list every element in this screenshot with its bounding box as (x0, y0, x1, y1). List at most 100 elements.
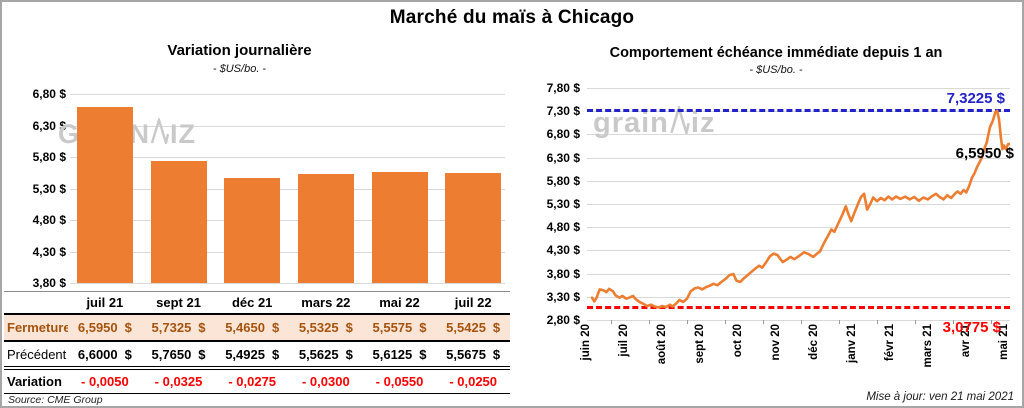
bar-chart-y-axis: 6,80 $ 6,30 $ 5,80 $ 5,30 $ 4,80 $ 4,30 $ 3,80… (10, 86, 66, 296)
x-tick-mark (611, 320, 612, 324)
bar-chart-subtitle: - $US/bo. - (212, 63, 267, 75)
line-chart-subtitle: - $US/bo. - (749, 64, 803, 76)
x-tick-mark (763, 320, 764, 324)
cell-value: 5,4925 $ (215, 341, 290, 370)
cell-value: - 0,0325 (141, 368, 216, 394)
futures-table-grid: juil 21 sept 21 déc 21 mars 22 mai 22 juil 22… (4, 291, 510, 394)
y-tick-label: 3,30 $ (546, 289, 580, 304)
price-line (590, 109, 1010, 309)
gridline (587, 157, 1010, 159)
y-tick-label: 3,80 $ (32, 276, 66, 290)
source-note: Source: CME Group (8, 394, 103, 406)
cell-number: 5,4650 (225, 320, 265, 335)
gridline (587, 88, 1010, 89)
cell-number: 6,6000 (77, 346, 118, 362)
table-row-variation: Variation - 0,0050 - 0,0325 - 0,0275 - 0,030… (4, 368, 510, 394)
y-tick-label: 5,80 $ (546, 173, 580, 188)
gridline (70, 125, 505, 127)
x-tick-mark (687, 320, 688, 324)
x-tick-mark (877, 320, 878, 324)
bar-juil 21 (76, 106, 133, 283)
last-value-label: 6,5950 $ (955, 145, 1014, 162)
cell-unit: $ (419, 320, 427, 335)
cell-value: - 0,0050 (68, 368, 142, 394)
gridline (587, 227, 1010, 229)
x-tick-mark (915, 320, 916, 324)
y-tick-label: 3,80 $ (546, 266, 580, 281)
min-dashed-line (587, 305, 1010, 309)
gridline (587, 273, 1010, 275)
bar-mai 22 (371, 172, 428, 283)
updated-note: Mise à jour: ven 21 mai 2021 (866, 391, 1014, 403)
table-row-fermeture: Fermeture 6,5950 $5,7325 $5,4650 $5,5325 $5,5… (4, 314, 510, 342)
cell-value: - 0,0300 (289, 368, 363, 394)
x-tick-label: mars 21 (922, 324, 934, 368)
gridline (587, 180, 1010, 182)
cell-number: - 0,0250 (449, 374, 498, 389)
y-tick-label: 4,30 $ (32, 244, 66, 259)
column-header: mars 22 (289, 291, 363, 315)
table-row-precedent: Précédent 6,6000 $5,7650 $5,4925 $5,5625 $5,6… (4, 341, 510, 370)
y-tick-label: 5,30 $ (32, 181, 66, 196)
cell-value: 5,5425 $ (436, 314, 510, 342)
cell-value: 5,6125 $ (362, 341, 437, 370)
cell-number: - 0,0300 (301, 374, 350, 389)
max-dashed-line (587, 108, 1010, 112)
cell-number: - 0,0550 (375, 374, 424, 389)
x-tick-mark (649, 320, 650, 324)
gridline (70, 220, 505, 221)
x-tick-mark (953, 320, 954, 324)
cell-value: - 0,0250 (436, 368, 510, 394)
cell-number: 5,5625 (298, 346, 339, 362)
cell-number: 5,7650 (151, 346, 192, 362)
gridline (587, 320, 1010, 321)
gridline (587, 204, 1010, 205)
x-tick-label: août 20 (656, 324, 668, 365)
watermark-text: iz (690, 106, 716, 139)
y-tick-label: 2,80 $ (546, 313, 580, 327)
cell-value: 5,5625 $ (289, 341, 363, 370)
y-tick-label: 7,30 $ (546, 104, 580, 119)
cell-value: 5,4650 $ (215, 314, 290, 342)
bar-sept 21 (150, 161, 207, 283)
y-tick-label: 6,30 $ (32, 118, 66, 133)
gridline (587, 250, 1010, 252)
y-tick-label: 4,30 $ (546, 243, 580, 258)
bar-mars 22 (297, 173, 354, 283)
line-chart-y-axis: 7,80 $ 7,30 $ 6,80 $ 6,30 $ 5,80 $ 5,30 $ 4,80… (520, 80, 580, 330)
cell-value: 5,5575 $ (362, 314, 437, 342)
cell-unit: $ (124, 346, 132, 362)
y-tick-label: 5,80 $ (32, 150, 66, 164)
cell-number: 5,6125 (372, 346, 413, 362)
line-chart-plot: grain iz (587, 88, 1010, 324)
x-tick-label: nov 20 (770, 324, 782, 361)
cell-number: - 0,0050 (81, 374, 129, 389)
cell-unit: $ (271, 346, 280, 362)
cell-value: - 0,0550 (362, 368, 437, 394)
y-tick-label: 5,30 $ (546, 197, 580, 211)
gridline (70, 94, 505, 95)
x-tick-mark (725, 320, 726, 324)
cell-number: 5,7325 (151, 320, 192, 335)
x-tick-mark (839, 320, 840, 324)
cell-value: 5,7325 $ (141, 314, 216, 342)
x-tick-label: juin 20 (580, 324, 592, 361)
price-line-series (590, 109, 1010, 309)
max-value-label: 7,3225 $ (946, 90, 1005, 107)
y-tick-label: 6,80 $ (32, 87, 66, 101)
y-tick-label: 4,80 $ (32, 213, 66, 227)
cell-value: 5,5675 $ (436, 341, 510, 370)
x-tick-label: oct 20 (732, 324, 744, 358)
cell-number: 5,4925 (225, 346, 265, 362)
cell-unit: $ (271, 320, 280, 335)
cell-unit: $ (124, 320, 132, 335)
gridline (70, 283, 505, 284)
x-tick-label: déc 20 (808, 324, 820, 360)
y-tick-label: 7,80 $ (546, 81, 580, 95)
x-tick-mark (801, 320, 802, 324)
cell-value: 6,6000 $ (68, 341, 142, 370)
spike-icon (670, 106, 690, 134)
